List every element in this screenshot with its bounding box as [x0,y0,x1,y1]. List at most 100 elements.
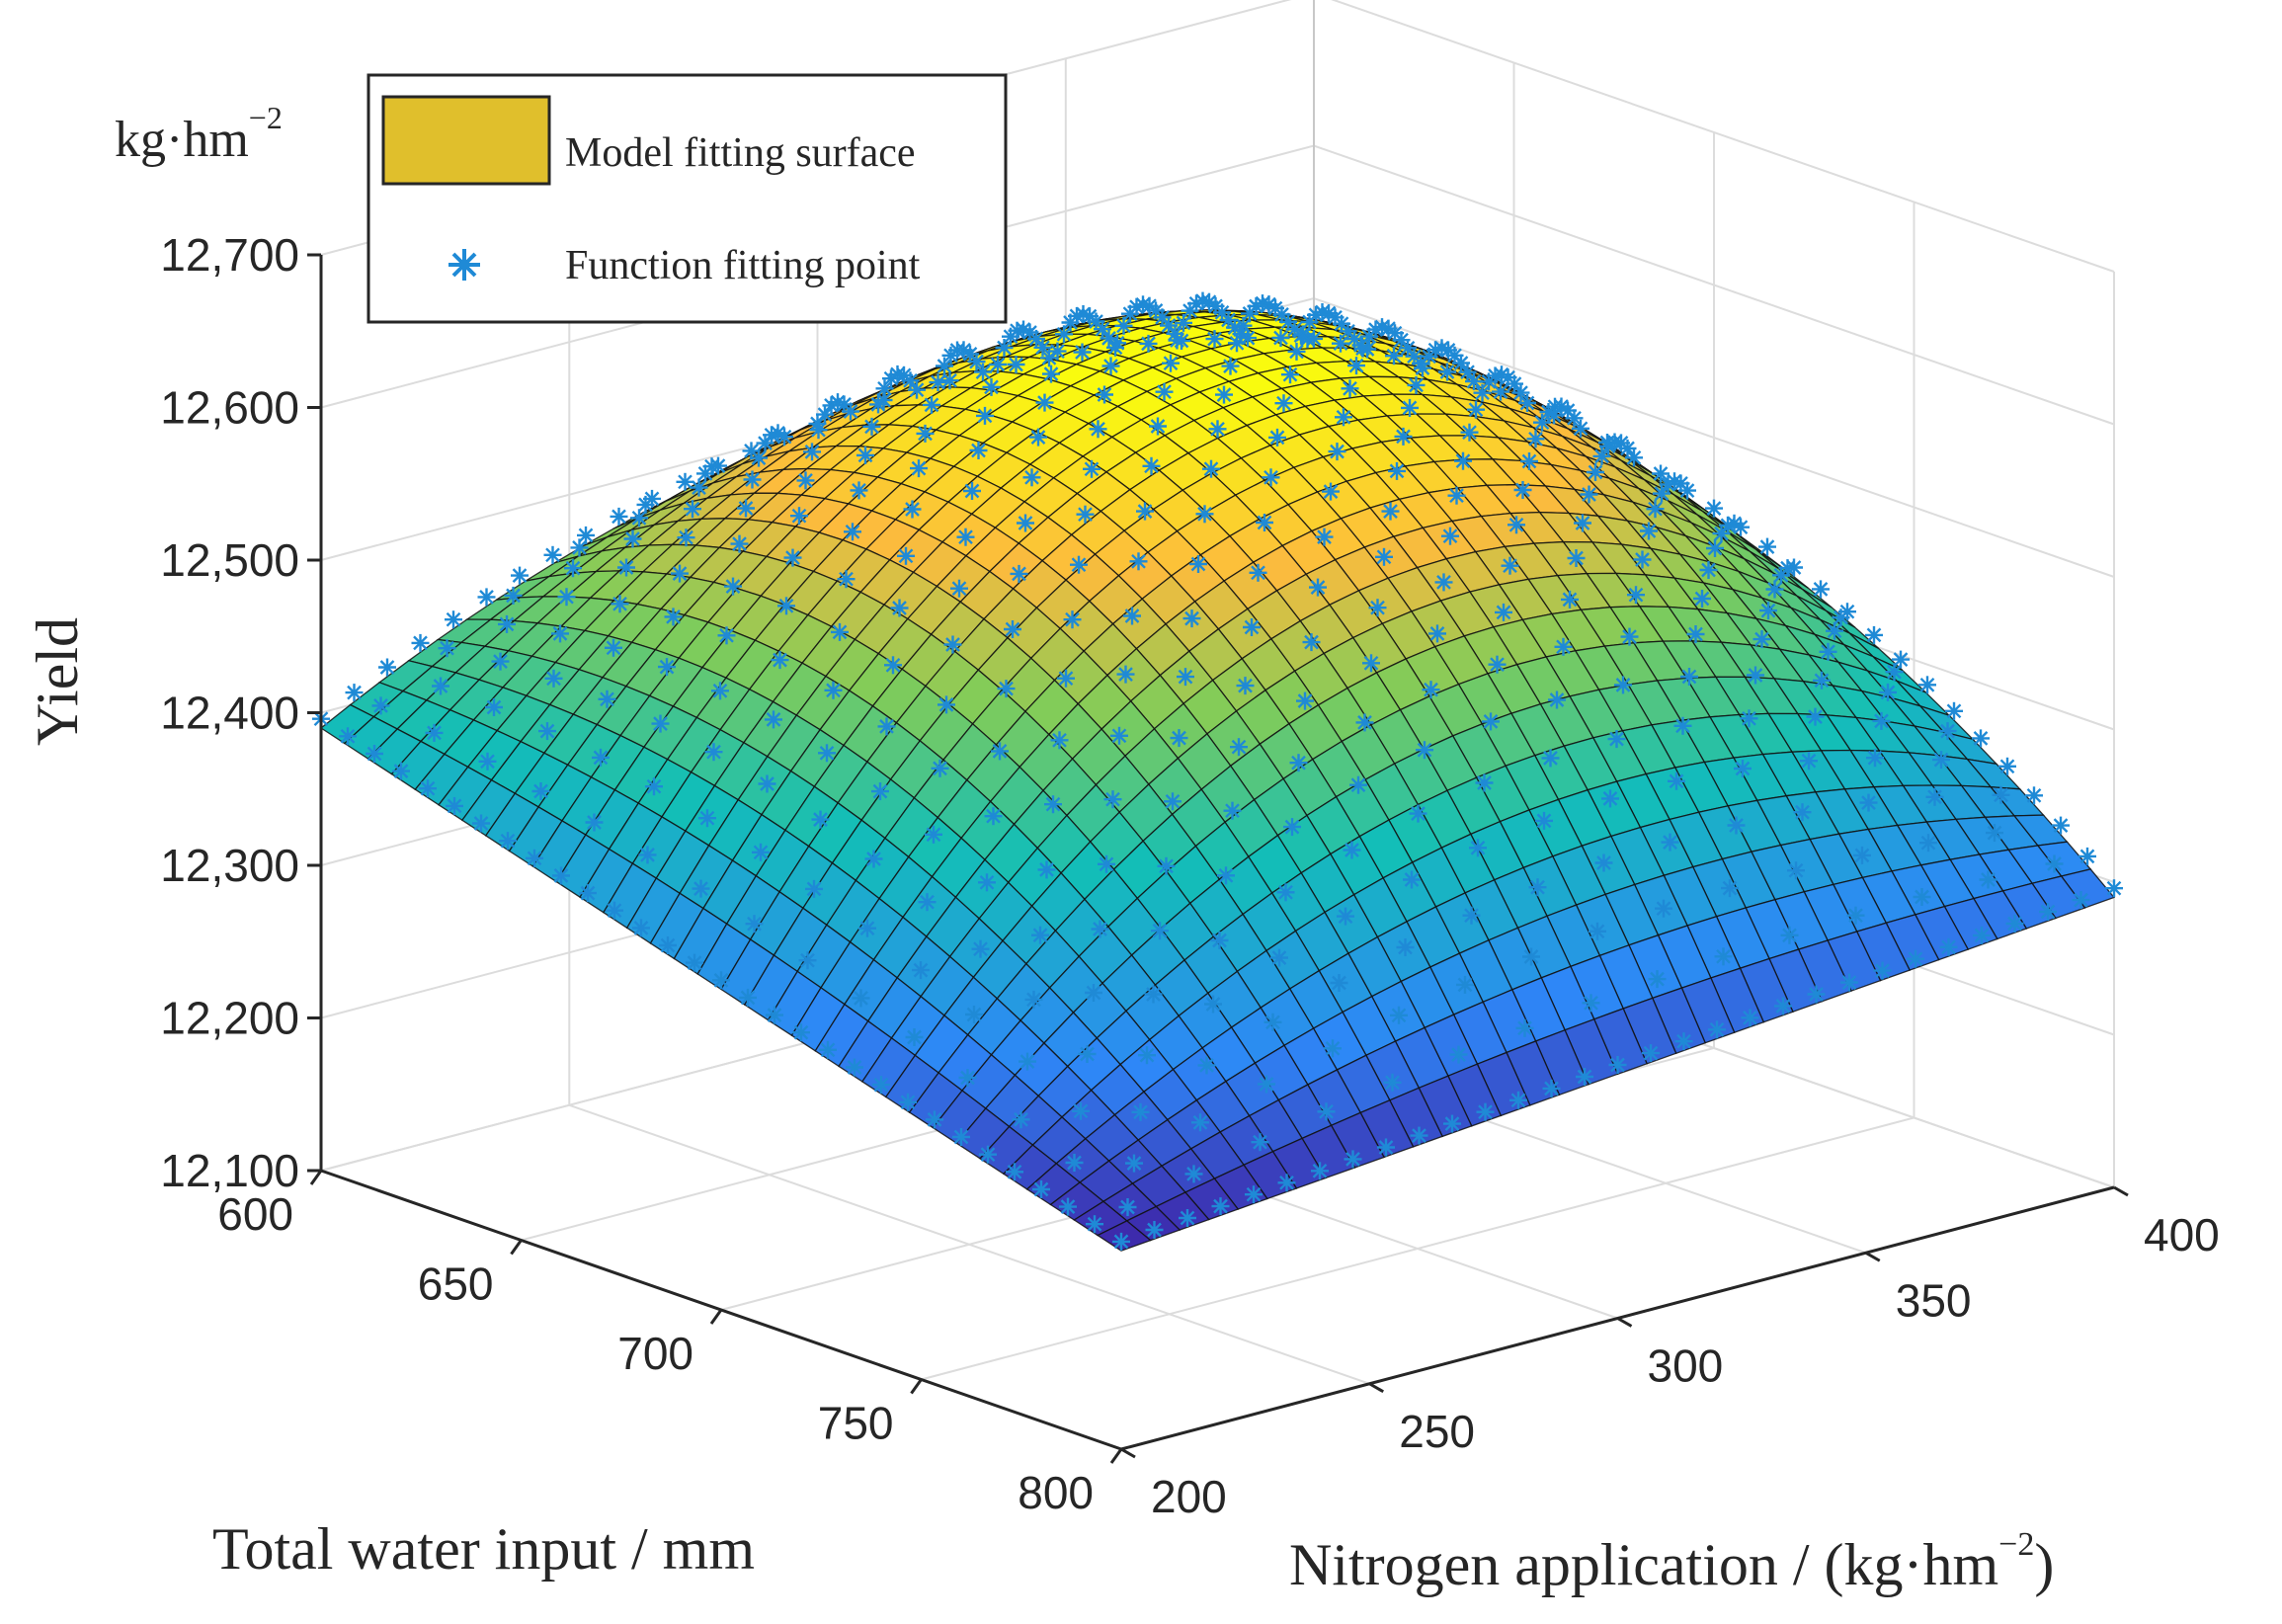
fitting-point [1592,447,1611,465]
fitting-point [366,745,383,763]
fitting-point [1281,365,1299,384]
fitting-point [995,339,1014,357]
fitting-point [551,624,569,643]
fitting-point [538,722,556,741]
fitting-point [1390,1006,1408,1024]
fitting-point [1020,323,1039,342]
fitting-point [978,873,996,892]
fitting-point [1476,1102,1495,1121]
fitting-point [1168,331,1186,350]
fitting-point [411,633,430,652]
fitting-point [2025,786,2043,805]
fitting-point [623,529,642,548]
fitting-point [872,1076,890,1095]
fitting-point [1686,625,1705,643]
x-tick-label: 700 [617,1328,693,1379]
fitting-point [1714,947,1733,966]
fitting-point [1758,537,1776,556]
fitting-point [432,677,449,695]
fitting-point [1162,354,1180,372]
fitting-point [498,614,516,633]
fitting-point [1526,430,1545,448]
x-tick [709,1309,723,1325]
fitting-point [1294,325,1312,344]
fitting-point [1151,922,1169,940]
fitting-point [1332,334,1349,353]
x-tick-label: 800 [1018,1467,1094,1518]
fitting-point [1539,403,1558,421]
fitting-point [963,482,981,500]
fitting-point [2039,903,2057,921]
fitting-point [1315,528,1334,546]
fitting-point [1706,539,1724,557]
fitting-point [1205,330,1224,349]
fitting-point [1482,712,1500,731]
fitting-point [1475,773,1494,792]
fitting-point [1919,834,1937,853]
fitting-point [1149,417,1167,436]
fitting-point [1403,870,1421,889]
fitting-point [712,971,730,990]
fitting-point [803,443,821,461]
fitting-point [1381,502,1400,521]
fitting-point [504,586,523,605]
fitting-point [1443,1114,1461,1133]
fitting-point [610,507,628,526]
fitting-point [910,459,928,478]
fitting-point [941,346,960,365]
fitting-point [1780,926,1799,944]
fitting-point [1554,637,1573,656]
fitting-point [1661,833,1679,852]
fitting-point [1589,922,1606,940]
fitting-point [739,988,757,1007]
fitting-point [1627,586,1645,605]
fitting-point [1772,566,1790,585]
fitting-point [1368,599,1387,617]
y-tick [1865,1251,1881,1262]
fitting-point [976,406,994,425]
fitting-point [2045,854,2064,873]
fitting-point [1091,920,1109,938]
fitting-point [2005,915,2024,933]
fitting-point [1747,666,1764,685]
fitting-point [579,884,597,903]
fitting-point [1407,375,1426,394]
fitting-point [979,1145,997,1164]
fitting-point [1337,907,1354,926]
fitting-point [1073,343,1092,362]
fitting-point [1059,1197,1077,1216]
fitting-point [1438,363,1456,381]
fitting-point [664,608,683,626]
fitting-point [1024,990,1043,1009]
fitting-point [1873,961,1892,980]
fitting-point [1673,716,1692,735]
fitting-point [1123,607,1141,625]
fitting-point [1322,482,1340,501]
fitting-point [1015,320,1032,339]
fitting-point [1865,625,1883,644]
z-tick-label: 12,600 [160,382,299,434]
fitting-point [1175,313,1192,332]
fitting-point [1006,1163,1023,1181]
fitting-point [1428,624,1446,643]
fitting-point [1362,654,1380,673]
fitting-point [1274,394,1293,413]
fitting-point [1129,552,1148,571]
fitting-point [831,622,849,641]
fitting-point [543,545,562,564]
fitting-point [1973,926,1991,944]
fitting-point [1741,1009,1759,1027]
fitting-point [1195,505,1214,524]
fitting-point [1625,448,1643,467]
fitting-point [1501,556,1519,575]
z-tick-label: 12,500 [160,534,299,586]
fitting-point [605,638,622,657]
x-axis-label: Total water input / mm [212,1516,755,1582]
fitting-point [1144,985,1163,1004]
fitting-point [936,357,953,375]
fitting-point [1377,1138,1395,1157]
fitting-point [971,939,990,958]
fitting-point [676,472,694,491]
fitting-point [1157,856,1176,875]
fitting-point [1813,671,1831,690]
